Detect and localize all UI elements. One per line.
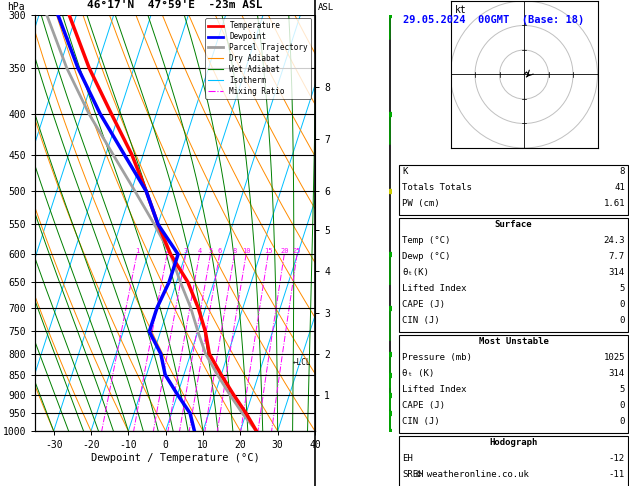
Text: 5: 5 bbox=[620, 384, 625, 394]
Text: 25: 25 bbox=[293, 248, 301, 254]
Text: -12: -12 bbox=[609, 453, 625, 463]
Text: 5: 5 bbox=[620, 284, 625, 293]
Text: 4: 4 bbox=[198, 248, 202, 254]
Text: kt: kt bbox=[455, 5, 467, 16]
Text: CAPE (J): CAPE (J) bbox=[402, 400, 445, 410]
Text: © weatheronline.co.uk: © weatheronline.co.uk bbox=[416, 469, 528, 479]
Text: Temp (°C): Temp (°C) bbox=[402, 236, 450, 245]
Text: Dewp (°C): Dewp (°C) bbox=[402, 252, 450, 261]
X-axis label: Dewpoint / Temperature (°C): Dewpoint / Temperature (°C) bbox=[91, 453, 259, 463]
Text: θₜ (K): θₜ (K) bbox=[402, 369, 435, 378]
Text: 7.7: 7.7 bbox=[609, 252, 625, 261]
Text: 0: 0 bbox=[620, 316, 625, 325]
Text: 1: 1 bbox=[135, 248, 139, 254]
Text: 20: 20 bbox=[280, 248, 289, 254]
Text: 46°17'N  47°59'E  -23m ASL: 46°17'N 47°59'E -23m ASL bbox=[87, 0, 263, 10]
Text: 5: 5 bbox=[208, 248, 213, 254]
Text: km
ASL: km ASL bbox=[318, 0, 334, 12]
Text: EH: EH bbox=[402, 453, 413, 463]
Text: 0: 0 bbox=[620, 417, 625, 426]
Text: 8: 8 bbox=[620, 167, 625, 176]
Text: CIN (J): CIN (J) bbox=[402, 417, 440, 426]
Text: hPa: hPa bbox=[7, 2, 25, 12]
Text: 8: 8 bbox=[232, 248, 237, 254]
Text: ←LCL: ←LCL bbox=[292, 358, 311, 367]
Text: Totals Totals: Totals Totals bbox=[402, 183, 472, 192]
Text: 15: 15 bbox=[264, 248, 272, 254]
Text: CIN (J): CIN (J) bbox=[402, 316, 440, 325]
Text: CAPE (J): CAPE (J) bbox=[402, 300, 445, 309]
Text: Lifted Index: Lifted Index bbox=[402, 284, 467, 293]
Text: PW (cm): PW (cm) bbox=[402, 199, 440, 208]
Text: 10: 10 bbox=[242, 248, 250, 254]
Text: θₜ(K): θₜ(K) bbox=[402, 268, 429, 277]
Text: 29.05.2024  00GMT  (Base: 18): 29.05.2024 00GMT (Base: 18) bbox=[403, 15, 584, 25]
Text: 1025: 1025 bbox=[603, 353, 625, 362]
Text: 41: 41 bbox=[614, 183, 625, 192]
Text: 6: 6 bbox=[218, 248, 221, 254]
Text: 0: 0 bbox=[620, 400, 625, 410]
Text: SREH: SREH bbox=[402, 469, 424, 479]
Text: K: K bbox=[402, 167, 408, 176]
Bar bbox=[399, 165, 628, 215]
Bar bbox=[399, 435, 628, 486]
Text: 3: 3 bbox=[184, 248, 188, 254]
Text: Hodograph: Hodograph bbox=[489, 437, 538, 447]
Text: 2: 2 bbox=[165, 248, 169, 254]
Text: 314: 314 bbox=[609, 268, 625, 277]
Bar bbox=[399, 218, 628, 332]
Text: 1.61: 1.61 bbox=[603, 199, 625, 208]
Text: Most Unstable: Most Unstable bbox=[479, 337, 548, 346]
Text: Lifted Index: Lifted Index bbox=[402, 384, 467, 394]
Text: Surface: Surface bbox=[494, 220, 532, 229]
Text: 314: 314 bbox=[609, 369, 625, 378]
Text: Pressure (mb): Pressure (mb) bbox=[402, 353, 472, 362]
Legend: Temperature, Dewpoint, Parcel Trajectory, Dry Adiabat, Wet Adiabat, Isotherm, Mi: Temperature, Dewpoint, Parcel Trajectory… bbox=[205, 18, 311, 99]
Bar bbox=[399, 335, 628, 433]
Text: 24.3: 24.3 bbox=[603, 236, 625, 245]
Text: -11: -11 bbox=[609, 469, 625, 479]
Text: 0: 0 bbox=[620, 300, 625, 309]
